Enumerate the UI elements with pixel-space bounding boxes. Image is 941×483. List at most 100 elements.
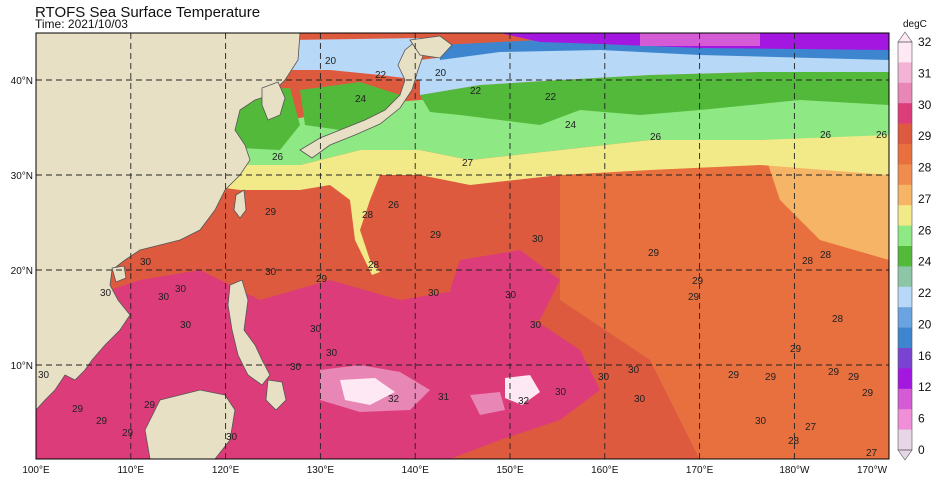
contour-label: 31 [438, 392, 450, 403]
contour-label: 30 [530, 320, 542, 331]
contour-label: 29 [728, 370, 740, 381]
contour-label: 30 [326, 348, 338, 359]
colorbar-tick-label: 26 [918, 223, 932, 237]
colorbar-swatch [898, 184, 912, 206]
contour-label: 29 [692, 276, 704, 287]
contour-label: 30 [755, 416, 767, 427]
contour-label: 30 [290, 362, 302, 373]
contour-label: 20 [325, 56, 337, 67]
sst-field [36, 33, 889, 459]
contour-label: 30 [140, 257, 152, 268]
colorbar-tick-label: 27 [918, 192, 932, 206]
colorbar-swatch [898, 388, 912, 410]
colorbar-swatch [898, 266, 912, 288]
colorbar-swatch [898, 205, 912, 227]
colorbar-swatch [898, 307, 912, 329]
x-tick-label: 130°E [307, 465, 335, 476]
colorbar-tick-label: 30 [918, 98, 932, 112]
contour-label: 30 [175, 284, 187, 295]
y-tick-label: 30°N [11, 171, 33, 182]
contour-label: 30 [532, 234, 544, 245]
contour-label: 28 [820, 250, 832, 261]
contour-label: 24 [565, 120, 577, 131]
contour-label: 26 [876, 130, 888, 141]
contour-label: 29 [688, 292, 700, 303]
contour-label: 28 [368, 260, 380, 271]
contour-label: 26 [272, 152, 284, 163]
map-subtitle: Time: 2021/10/03 [35, 17, 128, 31]
colorbar-tick-label: 20 [918, 317, 932, 331]
colorbar-swatch [898, 164, 912, 186]
contour-label: 30 [598, 372, 610, 383]
colorbar-tick-label: 0 [918, 443, 925, 457]
contour-label: 30 [555, 387, 567, 398]
x-tick-label: 160°E [591, 465, 619, 476]
colorbar-tick-label: 24 [918, 255, 932, 269]
contour-label: 22 [545, 92, 557, 103]
colorbar-min-arrow [897, 449, 913, 461]
contour-label: 30 [226, 432, 238, 443]
contour-label: 30 [100, 288, 112, 299]
contour-label: 30 [634, 394, 646, 405]
x-tick-label: 110°E [117, 465, 144, 476]
contour-label: 29 [96, 416, 108, 427]
contour-label: 27 [866, 448, 878, 459]
contour-label: 29 [790, 344, 802, 355]
x-tick-label: 170°E [686, 465, 714, 476]
colorbar-swatch [898, 42, 912, 63]
x-tick-label: 140°E [402, 465, 430, 476]
contour-label: 29 [848, 372, 860, 383]
x-tick-label: 100°E [22, 465, 50, 476]
colorbar-swatch [898, 103, 912, 125]
y-tick-label: 40°N [11, 76, 33, 87]
colorbar-swatch [898, 246, 912, 267]
colorbar-tick-label: 28 [918, 161, 932, 175]
contour-label: 32 [518, 396, 530, 407]
contour-label: 27 [462, 158, 474, 169]
contour-label: 30 [158, 292, 170, 303]
contour-label: 29 [265, 207, 277, 218]
x-tick-label: 150°E [496, 465, 524, 476]
contour-label: 32 [388, 394, 400, 405]
contour-label: 30 [180, 320, 192, 331]
contour-label: 29 [648, 248, 660, 259]
contour-label: 29 [122, 428, 134, 439]
colorbar [897, 31, 913, 461]
colorbar-swatch [898, 144, 912, 165]
contour-label: 28 [802, 256, 814, 267]
contour-labels: 20 22 20 22 22 24 24 26 26 26 26 27 26 2… [38, 56, 888, 459]
colorbar-swatch [898, 225, 912, 247]
colorbar-swatch [898, 123, 912, 145]
colorbar-tick-label: 16 [918, 349, 932, 363]
y-tick-label: 20°N [11, 266, 33, 277]
contour-label: 30 [428, 288, 440, 299]
map-title: RTOFS Sea Surface Temperature [35, 4, 261, 21]
contour-label: 29 [144, 400, 156, 411]
colorbar-tick-label: 32 [918, 35, 932, 49]
graticule [36, 33, 889, 459]
colorbar-swatch [898, 429, 912, 451]
colorbar-swatch [898, 327, 912, 349]
colorbar-swatch [898, 82, 912, 104]
colorbar-tick-label: 22 [918, 286, 932, 300]
colorbar-tick-label: 29 [918, 129, 932, 143]
colorbar-tick-label: 31 [918, 66, 932, 80]
contour-label: 29 [862, 388, 874, 399]
colorbar-labels: 32 31 30 29 28 27 26 24 22 20 16 12 6 0 [918, 35, 932, 457]
colorbar-swatch [898, 409, 912, 431]
x-tick-label: 180°W [779, 465, 810, 476]
colorbar-swatch [898, 286, 912, 308]
colorbar-swatch [898, 62, 912, 84]
contour-label: 30 [38, 370, 50, 381]
contour-label: 30 [265, 267, 277, 278]
colorbar-max-arrow [897, 31, 913, 43]
contour-label: 26 [650, 132, 662, 143]
contour-label: 20 [435, 68, 447, 79]
contour-label: 29 [430, 230, 442, 241]
x-tick-label: 120°E [212, 465, 240, 476]
contour-label: 28 [362, 210, 374, 221]
colorbar-swatch [898, 368, 912, 390]
land [36, 33, 453, 459]
contour-label: 26 [820, 130, 832, 141]
contour-label: 30 [628, 365, 640, 376]
